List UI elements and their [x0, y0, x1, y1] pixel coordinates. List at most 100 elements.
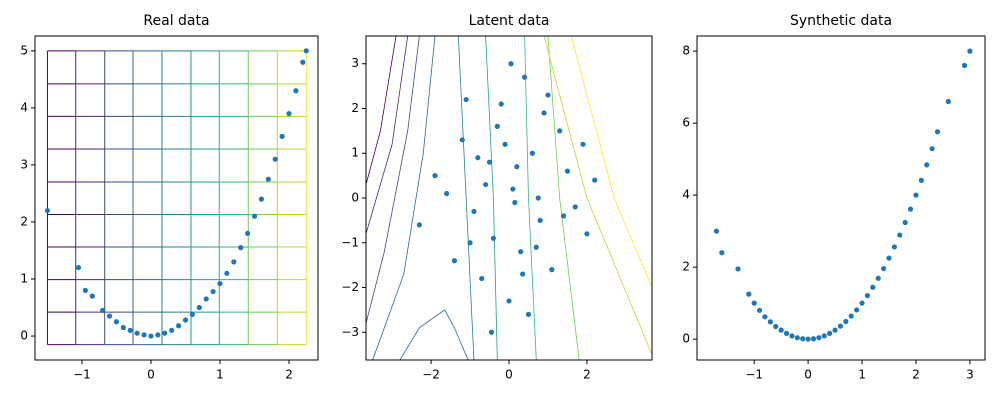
scatter-point	[533, 244, 539, 250]
x-tick-label: 0	[147, 368, 155, 382]
scatter-point	[854, 307, 860, 313]
y-tick-label: 0	[20, 329, 28, 343]
scatter-point	[549, 267, 555, 273]
scatter-point	[265, 176, 271, 182]
scatter-point	[300, 59, 306, 65]
scatter-point	[913, 192, 919, 198]
scatter-point	[535, 195, 541, 201]
scatter-point	[541, 110, 547, 116]
scatter-point	[100, 307, 106, 313]
scatter-point	[945, 98, 951, 105]
axes-frame	[365, 35, 653, 361]
scatter-point	[293, 88, 299, 94]
x-tick-label: 3	[966, 368, 974, 382]
scatter-point	[800, 336, 806, 342]
y-tick-label: 4	[682, 188, 690, 202]
scatter-point	[286, 110, 292, 117]
scatter-point	[564, 168, 571, 174]
scatter-point	[537, 217, 543, 223]
scatter-point	[106, 313, 113, 319]
scatter-point	[479, 275, 485, 282]
y-tick-label: 8	[682, 44, 690, 58]
scatter-point	[762, 314, 768, 320]
scatter-point	[210, 288, 216, 295]
scatter-point	[467, 240, 473, 246]
scatter-point	[961, 62, 968, 69]
scatter-point	[529, 150, 535, 156]
y-tick-label: 5	[20, 43, 28, 57]
x-tick-label: 0	[505, 368, 513, 382]
scatter-point	[148, 333, 154, 339]
scatter-point	[805, 336, 811, 342]
scatter-point	[886, 255, 892, 261]
scatter-point	[875, 275, 881, 281]
scatter-point	[751, 300, 757, 306]
x-tick-label: 0	[804, 368, 812, 382]
scatter-point	[134, 330, 140, 336]
scatter-point	[127, 327, 133, 333]
scatter-point	[897, 232, 903, 238]
scatter-point	[746, 291, 752, 297]
scatter-point	[891, 244, 897, 250]
y-tick-label: 0	[682, 332, 690, 346]
y-tick-label: 2	[20, 214, 28, 228]
y-tick-label: 2	[682, 260, 690, 274]
subplot-title: Synthetic data	[790, 13, 892, 29]
scatter-point	[508, 61, 514, 67]
scatter-point	[907, 206, 914, 212]
scatter-point	[89, 293, 95, 299]
contour-line	[372, 36, 436, 360]
scatter-point	[881, 265, 887, 272]
scatter-point	[451, 258, 458, 264]
plot-area	[713, 48, 973, 342]
scatter-point	[773, 323, 779, 330]
scatter-point	[864, 292, 871, 299]
scatter-point	[155, 332, 161, 338]
plot-area	[44, 48, 309, 346]
scatter-point	[231, 259, 237, 265]
y-tick-label: 0	[351, 191, 359, 205]
scatter-point	[514, 164, 520, 170]
scatter-point	[44, 207, 51, 214]
scatter-point	[848, 313, 854, 319]
scatter-point	[251, 213, 258, 219]
scatter-point	[794, 335, 800, 341]
scatter-point	[557, 128, 563, 134]
y-tick-label: −2	[341, 280, 359, 294]
scatter-point	[816, 335, 822, 341]
scatter-point	[545, 92, 551, 98]
y-tick-label: 4	[20, 100, 28, 114]
subplot: Real data −1 0 1 2 0 1 2 3 4 5	[20, 13, 319, 382]
contour-line	[457, 36, 475, 360]
scatter-point	[580, 141, 586, 147]
scatter-point	[244, 230, 251, 236]
scatter-point	[238, 245, 244, 251]
y-tick-label: −3	[341, 325, 359, 339]
scatter-point	[783, 330, 790, 336]
contour-line	[485, 36, 498, 360]
x-tick-label: −1	[73, 368, 91, 382]
contour-line	[399, 309, 469, 360]
scatter-point	[502, 141, 508, 147]
scatter-point	[444, 190, 450, 197]
axes-frame	[34, 35, 319, 361]
scatter-point	[182, 317, 189, 323]
scatter-point	[303, 48, 309, 54]
scatter-point	[175, 323, 182, 329]
scatter-point	[416, 222, 422, 228]
subplot-title: Real data	[143, 13, 209, 29]
scatter-point	[525, 311, 532, 317]
scatter-point	[832, 327, 838, 333]
scatter-point	[584, 231, 590, 237]
scatter-point	[756, 307, 763, 313]
scatter-point	[735, 266, 741, 272]
x-tick-label: 1	[216, 368, 224, 382]
scatter-point	[918, 177, 924, 183]
subplot-title: Latent data	[469, 13, 550, 29]
x-tick-label: −1	[745, 368, 763, 382]
scatter-point	[217, 280, 223, 287]
subplot: Synthetic data −1 0 1 2 3 0 2 4 6 8	[682, 13, 986, 382]
scatter-point	[463, 96, 469, 103]
scatter-point	[459, 137, 465, 143]
y-tick-label: 3	[20, 157, 28, 171]
